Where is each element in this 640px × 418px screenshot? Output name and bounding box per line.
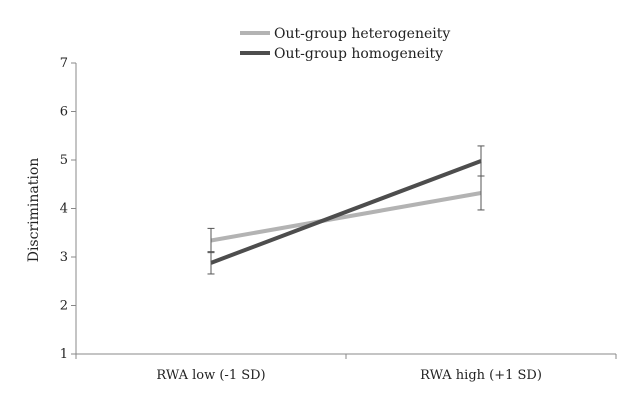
x-axis: RWA low (-1 SD) RWA high (+1 SD) bbox=[75, 353, 617, 383]
legend-label: Out-group homogeneity bbox=[274, 46, 443, 62]
error-bar bbox=[477, 145, 485, 177]
x-category-label: RWA high (+1 SD) bbox=[420, 368, 542, 383]
x-category-label: RWA low (-1 SD) bbox=[156, 368, 265, 383]
y-tick-label: 3 bbox=[60, 250, 68, 265]
legend-item: Out-group heterogeneity bbox=[240, 26, 450, 42]
y-tick-label: 5 bbox=[60, 153, 68, 168]
error-bar bbox=[207, 251, 215, 275]
y-axis-label: Discrimination bbox=[26, 158, 42, 263]
y-tick-label: 2 bbox=[60, 299, 68, 314]
legend: Out-group heterogeneity Out-group homogen… bbox=[240, 26, 450, 62]
legend-label: Out-group heterogeneity bbox=[274, 26, 450, 42]
series-1 bbox=[207, 175, 485, 254]
y-tick-label: 1 bbox=[60, 347, 68, 362]
legend-item: Out-group homogeneity bbox=[240, 46, 443, 62]
y-tick-label: 7 bbox=[60, 56, 68, 71]
y-axis: 1 2 3 4 5 6 7 bbox=[60, 56, 77, 362]
series-2 bbox=[207, 145, 485, 275]
y-tick-label: 4 bbox=[60, 202, 68, 217]
series-layer bbox=[207, 145, 485, 275]
series-line bbox=[210, 191, 482, 243]
series-line bbox=[210, 159, 482, 265]
y-tick-label: 6 bbox=[60, 105, 68, 120]
